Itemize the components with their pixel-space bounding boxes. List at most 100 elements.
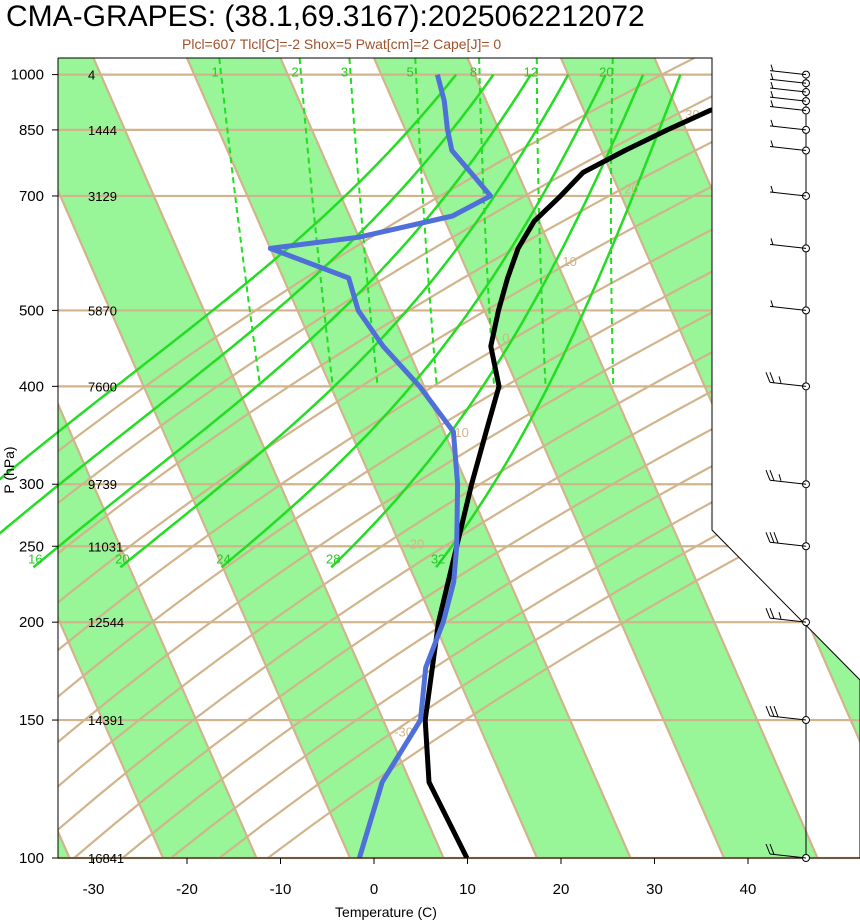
wind-barb-flag (769, 532, 775, 543)
height-label: 5870 (88, 303, 117, 318)
wind-barbs-column (765, 64, 810, 862)
temperature-tick-label: 40 (740, 881, 757, 898)
height-label: 11031 (88, 539, 123, 554)
chart-subtitle: Plcl=607 Tlcl[C]=-2 Shox=5 Pwat[cm]=2 Ca… (182, 36, 501, 52)
wind-barb-shaft (769, 125, 807, 131)
wind-barb-flag (765, 705, 771, 717)
height-label: 16841 (88, 851, 124, 866)
height-label: 7600 (88, 379, 117, 394)
dry-adiabat (58, 58, 860, 858)
wind-barb-shaft (769, 305, 807, 311)
isotherm-band (58, 58, 257, 858)
wind-barb-half-flag (770, 81, 774, 89)
wind-barb-shaft (769, 541, 807, 547)
mixing-ratio-label: 12 (524, 65, 538, 80)
dry-adiabat (73, 58, 860, 858)
mixing-ratio-label: 5 (406, 65, 413, 80)
moist-adiabat-label: 16 (28, 551, 42, 566)
wind-barb-shaft (769, 617, 807, 623)
wind-barb-shaft (769, 105, 807, 111)
wind-barb-flag (765, 372, 771, 383)
wind-barb-half-flag (770, 90, 774, 98)
isotherm-label: 20 (624, 182, 638, 197)
wind-barb-flag (769, 843, 775, 855)
height-label: 9739 (88, 477, 117, 492)
dry-adiabat (58, 58, 860, 858)
wind-barb-shaft (769, 381, 807, 387)
mixing-ratio-label: 20 (599, 65, 613, 80)
wind-barb-shaft (769, 715, 807, 721)
temperature-tick-label: 30 (646, 881, 663, 898)
height-label: 1444 (88, 123, 117, 138)
moist-adiabat (220, 74, 607, 569)
wind-barb-half-flag (778, 376, 782, 383)
chart-title: CMA-GRAPES: (38.1,69.3167):2025062212072 (6, 0, 645, 33)
pressure-label: 250 (19, 538, 44, 555)
moist-adiabat (32, 73, 532, 569)
wind-barb-shaft (769, 87, 807, 93)
wind-barb-half-flag (770, 64, 774, 72)
mixing-ratio-label: 3 (341, 65, 348, 80)
wind-barb-half-flag (770, 73, 774, 80)
moist-adiabat (435, 74, 682, 569)
temperature-tick-label: 10 (459, 881, 476, 898)
pressure-label: 500 (19, 302, 44, 319)
moist-adiabat-label: 20 (115, 551, 129, 566)
pressure-label: 700 (19, 188, 44, 205)
dry-adiabat (121, 58, 860, 858)
moist-adiabat (0, 73, 458, 481)
isotherm-line (58, 58, 258, 858)
pressure-label: 300 (19, 476, 44, 493)
x-axis-label: Temperature (C) (335, 904, 437, 920)
pressure-label: 850 (19, 122, 44, 139)
isotherm-line (840, 58, 860, 858)
wind-barb-flag (769, 372, 775, 383)
wind-barb-flag (769, 607, 775, 619)
wind-barb-half-flag (770, 119, 774, 127)
pressure-label: 200 (19, 614, 44, 631)
wind-barb-shaft (769, 70, 807, 76)
wind-barb-flag (765, 843, 771, 855)
pressure-label: 400 (19, 378, 44, 395)
temperature-profile (422, 107, 712, 858)
dry-adiabat (58, 58, 860, 858)
isotherm-label: 10 (562, 254, 576, 269)
isotherm-label: -20 (405, 537, 424, 552)
mixing-ratio-label: 8 (470, 65, 477, 80)
dry-adiabat (170, 58, 860, 858)
moist-adiabat-label: 32 (431, 551, 445, 566)
mixing-ratio-label: 1 (211, 65, 218, 80)
moist-adiabat-label: 28 (326, 551, 340, 566)
isotherm-band (58, 58, 444, 858)
mixing-ratio-label: 2 (291, 65, 298, 80)
temperature-tick-label: -30 (83, 881, 105, 898)
temperature-tick-label: 0 (370, 881, 378, 898)
height-label: 3129 (88, 189, 117, 204)
wind-barb-shaft (769, 191, 807, 197)
wind-barb-shaft (769, 78, 807, 84)
isotherm-line (372, 58, 726, 858)
wind-barb-shaft (769, 146, 807, 152)
pressure-label: 150 (19, 712, 44, 729)
wind-barb-half-flag (770, 185, 774, 193)
isotherm-label: 0 (502, 330, 509, 345)
wind-barb-flag (765, 470, 771, 481)
wind-barb-shaft (769, 96, 807, 102)
pressure-label: 1000 (11, 67, 44, 84)
dry-adiabat (58, 58, 790, 858)
wind-barb-flag (773, 532, 779, 544)
wind-barb-flag (769, 470, 775, 481)
temperature-tick-label: -10 (270, 881, 292, 898)
isotherm-line (58, 58, 165, 858)
temperature-tick-label: 20 (553, 881, 570, 898)
wind-barb-half-flag (778, 612, 782, 619)
wind-barb-half-flag (770, 140, 774, 148)
wind-barb-half-flag (770, 238, 774, 246)
wind-barb-shaft (769, 243, 807, 249)
wind-barb-half-flag (778, 474, 782, 481)
moist-adiabat (119, 73, 570, 569)
wind-barb-shaft (769, 479, 807, 485)
height-label: 4 (88, 68, 95, 83)
